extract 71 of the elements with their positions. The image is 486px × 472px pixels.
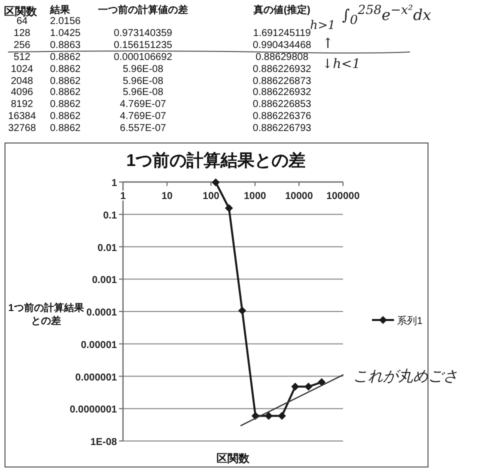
data-label: 0.000106692	[114, 52, 172, 63]
data-label: 0.886226376	[252, 111, 312, 122]
category-label: 16384	[7, 111, 37, 122]
y-tick-label: 1	[111, 178, 118, 189]
data-label: 5.96E-08	[122, 64, 164, 75]
y-tick-label: 0.0001	[86, 308, 118, 318]
category-label: 8192	[10, 99, 34, 110]
text: 区関数	[4, 6, 37, 18]
text: 結果	[50, 5, 70, 16]
y-tick-label: 0.0000001	[70, 404, 118, 416]
text: ↓h<1	[322, 57, 360, 72]
point	[291, 382, 300, 391]
category-label: 512	[12, 52, 32, 63]
data-label: 0.156151235	[114, 40, 172, 51]
legend-label: 系列1	[397, 315, 423, 327]
y-axis-title: 1つ前の計算結果との差	[7, 302, 85, 328]
y-tick-label: 0.1	[103, 210, 118, 222]
text: ↑	[322, 36, 334, 52]
data-label: 6.557E-07	[120, 123, 166, 134]
text: 一つ前の計算値の差	[98, 5, 188, 16]
x-tick-label: 10	[161, 191, 173, 202]
text: h>1	[310, 18, 336, 32]
data-label: 0.886226793	[252, 123, 312, 134]
data-label: 0.990434468	[252, 40, 312, 51]
category-label: 1024	[10, 64, 34, 75]
point	[212, 178, 220, 186]
data-label: 0.8862	[50, 52, 81, 63]
data-label: 0.88629808	[256, 52, 308, 63]
data-label: 0.886226853	[252, 99, 312, 110]
data-label: 0.886226932	[252, 87, 312, 98]
y-tick-label: 0.000001	[75, 372, 118, 384]
data-label: 0.8863	[50, 40, 81, 51]
data-label: 0.8862	[50, 123, 81, 134]
category-label: 64	[16, 16, 28, 27]
data-label: 0.8862	[50, 64, 81, 75]
category-label: 32768	[7, 123, 37, 134]
y-tick-label: 0.01	[98, 242, 118, 254]
x-tick-label: 100	[202, 191, 220, 202]
x-tick-label: 100000	[326, 191, 360, 202]
point	[304, 382, 312, 391]
data-label: 0.8862	[50, 99, 81, 110]
category-label: 4096	[10, 87, 34, 98]
data-label: 4.769E-07	[120, 111, 166, 122]
data-label: 0.8862	[50, 111, 81, 122]
x-tick-label: 1000	[244, 191, 267, 202]
y-tick-label: 0.001	[92, 275, 118, 286]
category-label: 128	[12, 28, 32, 39]
data-label: 4.769E-07	[120, 99, 166, 110]
y-tick-label: 0.00001	[80, 340, 118, 351]
point	[264, 412, 273, 420]
text: ∫$_{0}$$^{258}$e$^{−x²}$dx	[342, 2, 432, 27]
x-axis-title: 区関数	[216, 452, 250, 465]
point	[224, 204, 233, 212]
data-label: 1.691245119	[253, 28, 311, 39]
data-label: 5.96E-08	[122, 87, 164, 98]
text: 真の値(推定)	[254, 5, 310, 16]
data-label: 0.8862	[50, 87, 81, 98]
data-label: 0.886226932	[252, 64, 312, 75]
point	[238, 306, 246, 315]
category-label: 2048	[10, 76, 34, 86]
data-label: 0.8862	[50, 76, 81, 86]
data-label: 5.96E-08	[122, 76, 164, 86]
category-label: 256	[12, 40, 32, 51]
data-label: 2.0156	[50, 16, 81, 27]
data-label: 0.886226873	[252, 76, 312, 86]
chart-title: 1つ前の計算結果との差	[126, 151, 306, 170]
y-tick-label: 1E-08	[90, 437, 118, 448]
data-label: 0.973140359	[114, 28, 172, 39]
point	[278, 412, 286, 420]
data-label: 1.0425	[50, 28, 81, 39]
x-tick-label: 10000	[285, 191, 314, 202]
